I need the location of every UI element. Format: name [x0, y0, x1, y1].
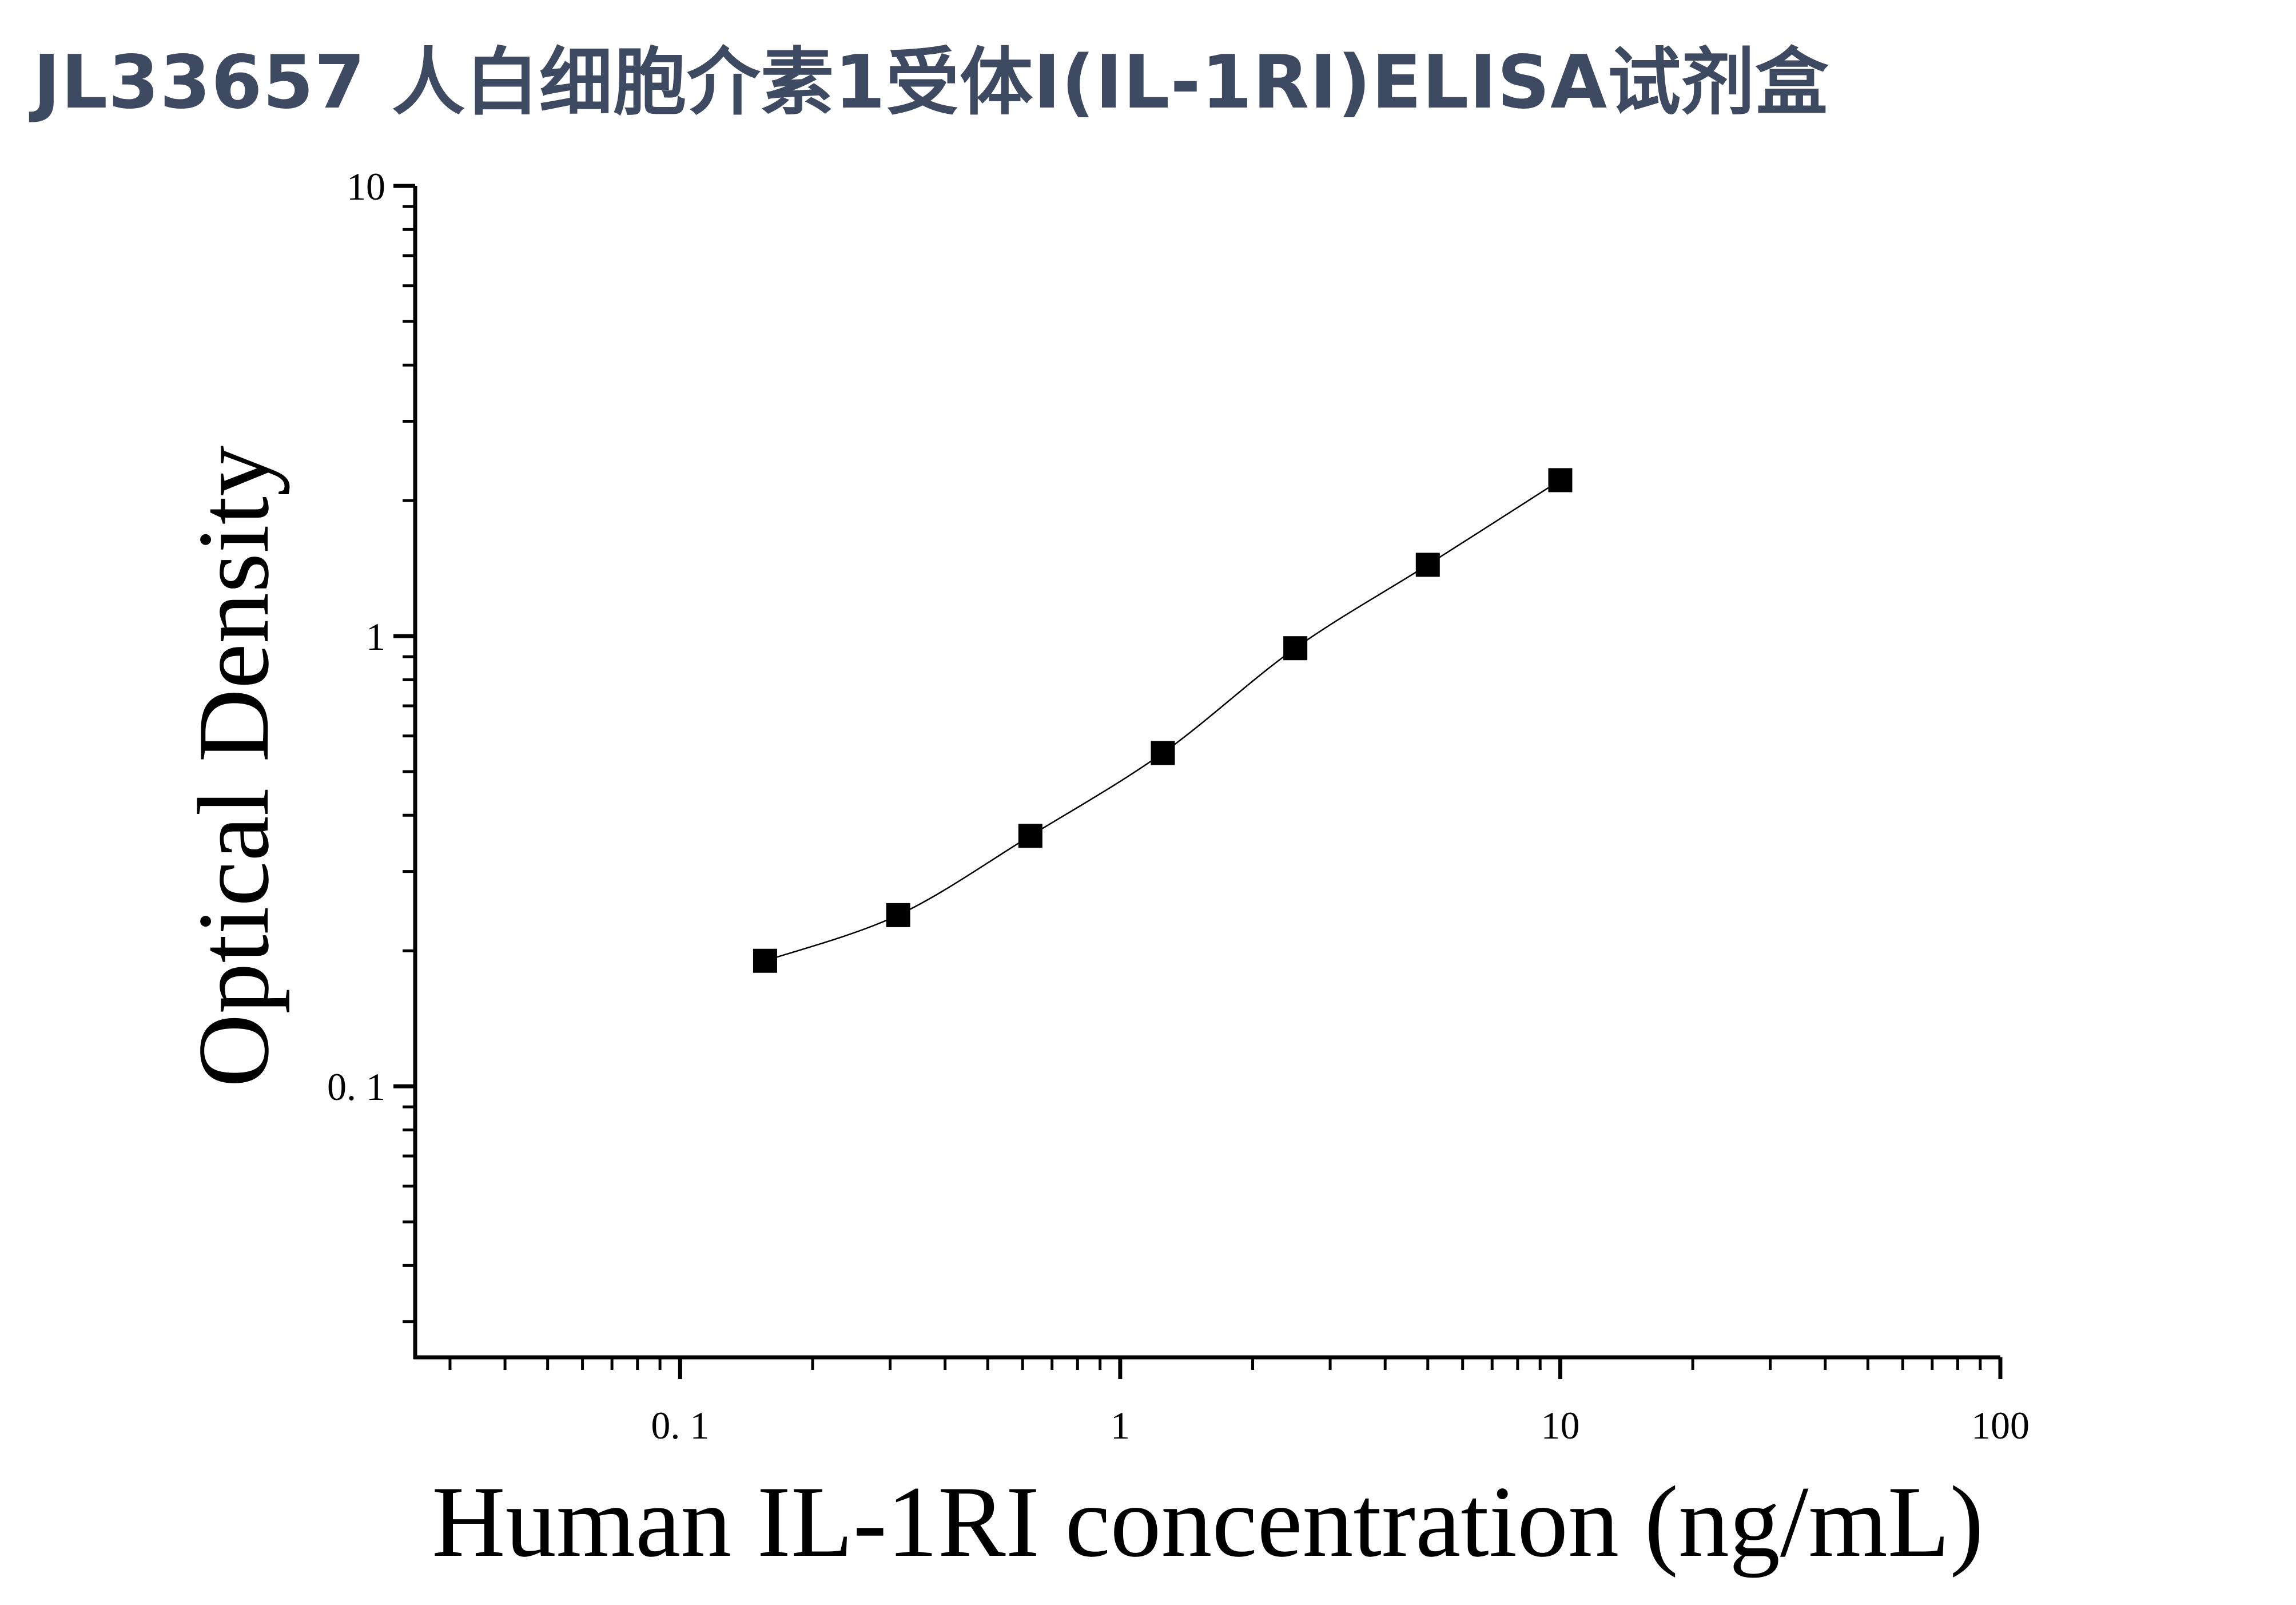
data-point [753, 948, 777, 973]
data-point [1548, 468, 1573, 492]
fit-curve [765, 479, 1561, 962]
x-tick-label: 100 [1971, 1404, 2030, 1447]
y-tick-label: 10 [347, 165, 385, 208]
y-tick-label: 1 [366, 615, 385, 658]
data-point [886, 903, 910, 927]
x-tick-label: 0. 1 [651, 1404, 709, 1447]
axes [413, 186, 2000, 1360]
ticks [393, 184, 2003, 1379]
data-point [1283, 636, 1308, 661]
data-point [1415, 553, 1440, 577]
data-points [753, 468, 1573, 973]
x-tick-label: 10 [1541, 1404, 1579, 1447]
tick-labels: 0. 1 1 10 100 10 1 0. 1 [327, 165, 2030, 1447]
y-axis-title: Optical Density [177, 446, 290, 1087]
data-point [1018, 824, 1042, 848]
data-point [1151, 741, 1175, 765]
x-tick-label: 1 [1111, 1404, 1130, 1447]
x-axis-title: Human IL-1RI concentration (ng/mL) [432, 1465, 1984, 1578]
y-tick-label: 0. 1 [327, 1065, 385, 1109]
chart-title: JL33657 人白细胞介素1受体Ⅰ(IL-1RⅠ)ELISA试剂盒 [33, 40, 1829, 125]
